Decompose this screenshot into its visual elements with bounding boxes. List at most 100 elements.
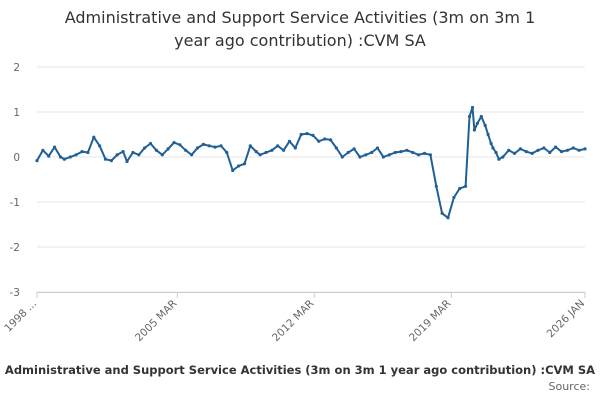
data-point	[178, 143, 182, 147]
data-point	[422, 151, 427, 155]
data-point	[497, 157, 501, 161]
data-point	[219, 144, 223, 148]
data-point	[472, 128, 476, 132]
data-point	[137, 153, 141, 157]
data-point	[299, 132, 303, 137]
x-tick-label: 2026 JAN	[545, 298, 587, 340]
data-point	[577, 148, 581, 152]
series-line	[36, 106, 586, 219]
data-point	[237, 164, 241, 168]
y-tick-label: -3	[10, 287, 20, 299]
data-point	[254, 150, 258, 154]
data-point	[103, 157, 108, 161]
data-point	[172, 141, 176, 145]
data-point	[565, 148, 570, 152]
data-point	[74, 153, 78, 157]
data-point	[276, 144, 280, 148]
data-point	[501, 155, 505, 159]
x-tick-label: 2012 MAR	[270, 298, 316, 344]
data-point	[417, 153, 421, 157]
data-point	[411, 150, 415, 155]
x-tick-label: 1998 ...	[2, 298, 39, 335]
data-point	[518, 147, 523, 151]
x-tick-label: 2019 MAR	[407, 298, 453, 344]
data-point	[364, 153, 368, 157]
data-point	[68, 155, 72, 159]
data-point	[293, 146, 297, 150]
data-point	[248, 144, 252, 148]
data-point	[41, 148, 45, 152]
data-point	[86, 150, 90, 155]
data-point	[264, 150, 268, 155]
data-point	[231, 168, 235, 173]
data-point	[121, 150, 125, 154]
data-point	[53, 145, 57, 149]
data-point	[148, 141, 153, 146]
chart-title-line-2: year ago contribution) :CVM SA	[174, 31, 426, 50]
data-point	[530, 151, 534, 155]
y-tick-label: -2	[10, 242, 20, 254]
data-point	[109, 159, 113, 163]
data-point	[195, 146, 200, 150]
data-point	[143, 146, 147, 150]
data-point	[467, 114, 472, 119]
data-point	[583, 147, 587, 151]
y-tick-label: 0	[13, 152, 20, 164]
data-point	[317, 139, 321, 143]
data-point	[58, 155, 63, 159]
data-point	[201, 142, 205, 146]
data-point	[329, 138, 333, 142]
y-tick-label: -1	[10, 197, 20, 209]
data-point	[242, 162, 247, 166]
data-point	[225, 150, 229, 155]
data-point	[512, 151, 517, 155]
data-point	[346, 150, 350, 155]
data-point	[352, 147, 356, 151]
data-point	[334, 146, 338, 150]
data-point	[160, 153, 164, 157]
data-point	[571, 146, 575, 150]
data-point	[458, 186, 462, 191]
data-point	[358, 155, 362, 159]
data-point	[440, 211, 444, 215]
data-point	[323, 137, 327, 141]
data-point	[375, 146, 380, 150]
data-point	[428, 153, 432, 157]
data-point	[340, 155, 344, 159]
data-point	[213, 145, 217, 149]
data-point	[393, 150, 397, 155]
data-point	[131, 150, 135, 155]
data-point	[475, 121, 479, 125]
data-point	[207, 144, 211, 148]
data-point	[166, 147, 170, 151]
data-point	[311, 133, 315, 137]
data-point	[62, 157, 66, 161]
data-point	[92, 135, 96, 139]
data-point	[524, 150, 528, 154]
data-point	[370, 150, 374, 155]
data-point	[483, 123, 487, 128]
data-point	[491, 146, 495, 150]
data-point	[470, 105, 475, 110]
data-point	[381, 155, 385, 159]
data-point	[98, 144, 102, 148]
data-point	[494, 150, 498, 155]
data-point	[282, 148, 286, 152]
data-point	[184, 148, 188, 152]
data-point	[387, 153, 391, 157]
data-point	[434, 184, 438, 188]
data-point	[125, 159, 129, 164]
data-point	[559, 150, 564, 154]
data-point	[287, 139, 292, 143]
chart-title: Administrative and Support Service Activ…	[0, 6, 600, 52]
data-point	[548, 150, 552, 155]
data-point	[479, 114, 483, 119]
data-point	[270, 148, 274, 152]
data-point	[452, 195, 456, 200]
data-point	[154, 148, 158, 152]
data-point	[305, 132, 309, 136]
data-point	[35, 159, 39, 163]
y-tick-label: 2	[13, 62, 20, 74]
x-axis-label: Administrative and Support Service Activ…	[4, 363, 596, 377]
